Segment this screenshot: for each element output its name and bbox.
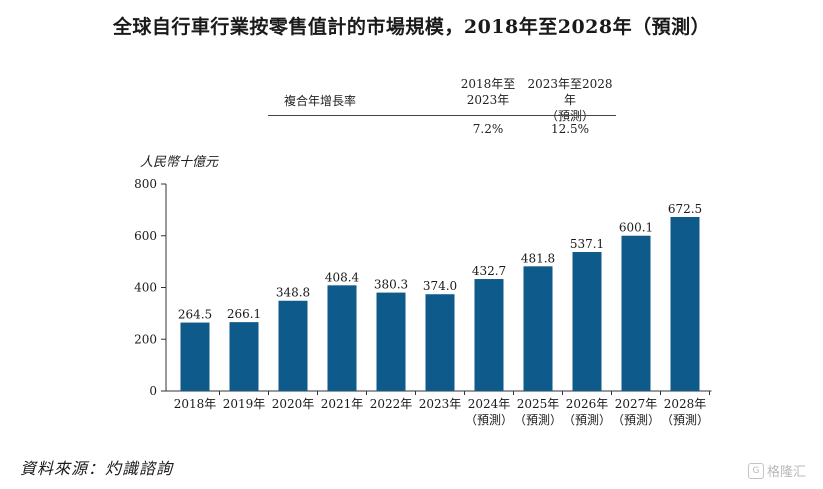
- cagr-row-label: 複合年增長率: [284, 94, 357, 108]
- bar: [621, 235, 651, 391]
- bar-value-label: 266.1: [227, 307, 261, 321]
- cagr-col2-header: 2023年至2028年 （預測）: [527, 77, 613, 123]
- x-tick-label: 2019年: [223, 397, 266, 411]
- y-tick-label: 400: [134, 281, 157, 295]
- bar: [180, 322, 210, 391]
- bar-value-label: 481.8: [521, 251, 555, 265]
- bar-value-label: 672.5: [668, 202, 702, 216]
- y-axis-unit-label: 人民幣十億元: [140, 155, 219, 170]
- bar-value-label: 264.5: [178, 308, 212, 322]
- bar-value-label: 600.1: [619, 221, 653, 235]
- x-tick-sublabel: （預測）: [514, 413, 562, 427]
- bar: [327, 285, 357, 391]
- x-tick-label: 2028年: [664, 397, 707, 411]
- g-logo-icon: G: [748, 462, 764, 479]
- x-tick-label: 2025年: [517, 397, 560, 411]
- x-tick-sublabel: （預測）: [661, 413, 709, 427]
- cagr-divider: [268, 115, 616, 116]
- bar-value-label: 380.3: [374, 278, 408, 292]
- bar: [523, 266, 553, 391]
- bar: [474, 279, 504, 391]
- x-tick-label: 2018年: [174, 397, 217, 411]
- cagr-table: 複合年增長率 2018年至 2023年 2023年至2028年 （預測） 7.2…: [268, 74, 616, 144]
- bar-value-label: 348.8: [276, 286, 310, 300]
- y-tick-label: 600: [134, 229, 157, 243]
- x-tick-sublabel: （預測）: [612, 413, 660, 427]
- bar-value-label: 537.1: [570, 237, 604, 251]
- watermark: G 格隆汇: [748, 461, 806, 480]
- x-tick-sublabel: （預測）: [465, 413, 513, 427]
- x-tick-label: 2026年: [566, 397, 609, 411]
- bar-value-label: 408.4: [325, 270, 360, 284]
- source-note: 資料來源：灼識諮詢: [20, 459, 174, 478]
- x-tick-label: 2021年: [321, 397, 364, 411]
- bar-value-label: 432.7: [472, 264, 506, 278]
- x-tick-label: 2027年: [615, 397, 658, 411]
- watermark-text: 格隆汇: [767, 465, 807, 480]
- bar: [229, 322, 259, 391]
- cagr-col1-header: 2018年至 2023年: [460, 77, 516, 107]
- y-tick-label: 800: [134, 177, 157, 191]
- y-tick-label: 0: [149, 384, 157, 398]
- bar: [376, 292, 406, 391]
- x-tick-label: 2020年: [272, 397, 315, 411]
- bar: [572, 252, 602, 391]
- x-tick-label: 2022年: [370, 397, 413, 411]
- cagr-col2-value: 12.5%: [550, 122, 590, 136]
- bar: [670, 216, 700, 391]
- bar: [425, 294, 455, 391]
- cagr-col1-value: 7.2%: [472, 122, 504, 136]
- bar-value-label: 374.0: [423, 279, 457, 293]
- x-tick-label: 2023年: [419, 397, 462, 411]
- bar: [278, 300, 308, 391]
- chart-title: 全球自行車行業按零售值計的市場規模，2018年至2028年（預測）: [112, 16, 711, 38]
- y-tick-label: 200: [134, 332, 157, 346]
- x-tick-sublabel: （預測）: [563, 413, 611, 427]
- x-tick-label: 2024年: [468, 397, 511, 411]
